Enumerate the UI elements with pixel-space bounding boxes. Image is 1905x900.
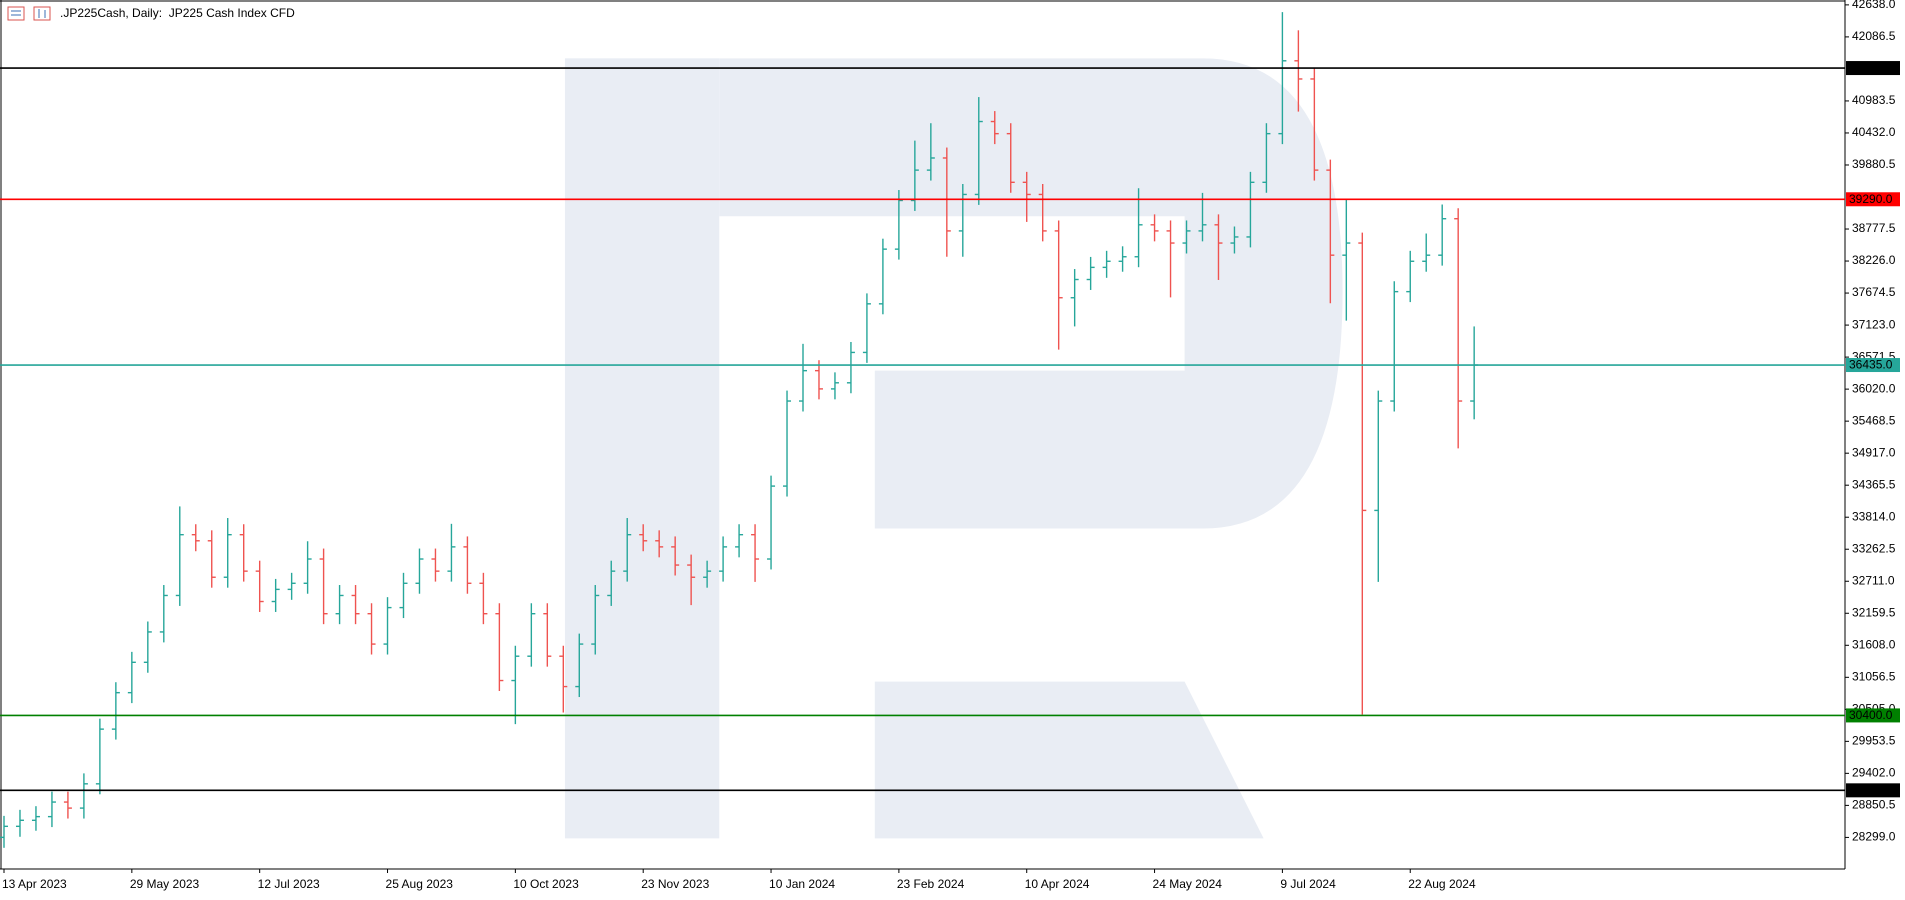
x-tick-label: 10 Jan 2024 <box>769 877 835 891</box>
watermark-stem <box>564 58 720 839</box>
icon-list[interactable] <box>7 6 25 21</box>
y-tick-label: 35468.5 <box>1852 413 1896 427</box>
x-tick-label: 10 Oct 2023 <box>513 877 579 891</box>
y-tick-label: 39880.5 <box>1852 157 1896 171</box>
level-label: 30400.0 <box>1849 708 1893 722</box>
y-tick-label: 29402.0 <box>1852 766 1896 780</box>
y-tick-label: 36020.0 <box>1852 381 1896 395</box>
x-tick-label: 24 May 2024 <box>1153 877 1223 891</box>
level-label-box <box>1846 61 1900 76</box>
x-tick-label: 25 Aug 2023 <box>386 877 454 891</box>
y-tick-label: 42638.0 <box>1852 0 1896 11</box>
level-label: 39290.0 <box>1849 192 1893 206</box>
y-tick-label: 32711.0 <box>1852 573 1895 587</box>
watermark <box>564 58 1343 839</box>
level-label: 41550.0 <box>1849 61 1893 75</box>
y-tick-label: 34365.5 <box>1852 477 1896 491</box>
y-tick-label: 38226.0 <box>1852 253 1896 267</box>
x-tick-label: 22 Aug 2024 <box>1408 877 1476 891</box>
y-tick-label: 28299.0 <box>1852 830 1896 844</box>
y-tick-label: 40983.5 <box>1852 93 1896 107</box>
x-tick-label: 23 Nov 2023 <box>641 877 709 891</box>
toolbar-icons[interactable] <box>7 6 51 21</box>
y-tick-label: 40432.0 <box>1852 125 1896 139</box>
y-tick-label: 37674.5 <box>1852 285 1896 299</box>
level-label: 36435.0 <box>1849 358 1893 372</box>
level-label-box <box>1846 708 1900 723</box>
y-tick-label: 42086.5 <box>1852 29 1896 43</box>
level-label-box <box>1846 192 1900 207</box>
y-tick-label: 31056.5 <box>1852 669 1896 683</box>
price-bars <box>0 12 1479 848</box>
x-tick-label: 9 Jul 2024 <box>1280 877 1336 891</box>
level-label: 29110.0 <box>1849 783 1892 797</box>
y-tick-label: 33814.0 <box>1852 509 1896 523</box>
watermark-leg <box>874 681 1264 839</box>
y-tick-label: 38777.5 <box>1852 221 1896 235</box>
x-tick-label: 29 May 2023 <box>130 877 200 891</box>
x-tick-label: 12 Jul 2023 <box>258 877 320 891</box>
y-tick-label: 33262.5 <box>1852 541 1896 555</box>
x-tick-label: 23 Feb 2024 <box>897 877 965 891</box>
x-tick-label: 10 Apr 2024 <box>1025 877 1090 891</box>
x-tick-label: 13 Apr 2023 <box>2 877 67 891</box>
watermark-bowl <box>719 58 1343 529</box>
y-tick-label: 31608.0 <box>1852 637 1896 651</box>
icon-chart[interactable] <box>33 6 51 21</box>
level-label-box <box>1846 783 1900 798</box>
y-tick-label: 29953.5 <box>1852 734 1896 748</box>
y-tick-label: 34917.0 <box>1852 445 1896 459</box>
chart-title: .JP225Cash, Daily: JP225 Cash Index CFD <box>60 6 295 20</box>
level-label-box <box>1846 358 1900 373</box>
y-tick-label: 28850.5 <box>1852 798 1896 812</box>
y-tick-label: 37123.0 <box>1852 317 1896 331</box>
y-tick-label: 32159.5 <box>1852 605 1896 619</box>
